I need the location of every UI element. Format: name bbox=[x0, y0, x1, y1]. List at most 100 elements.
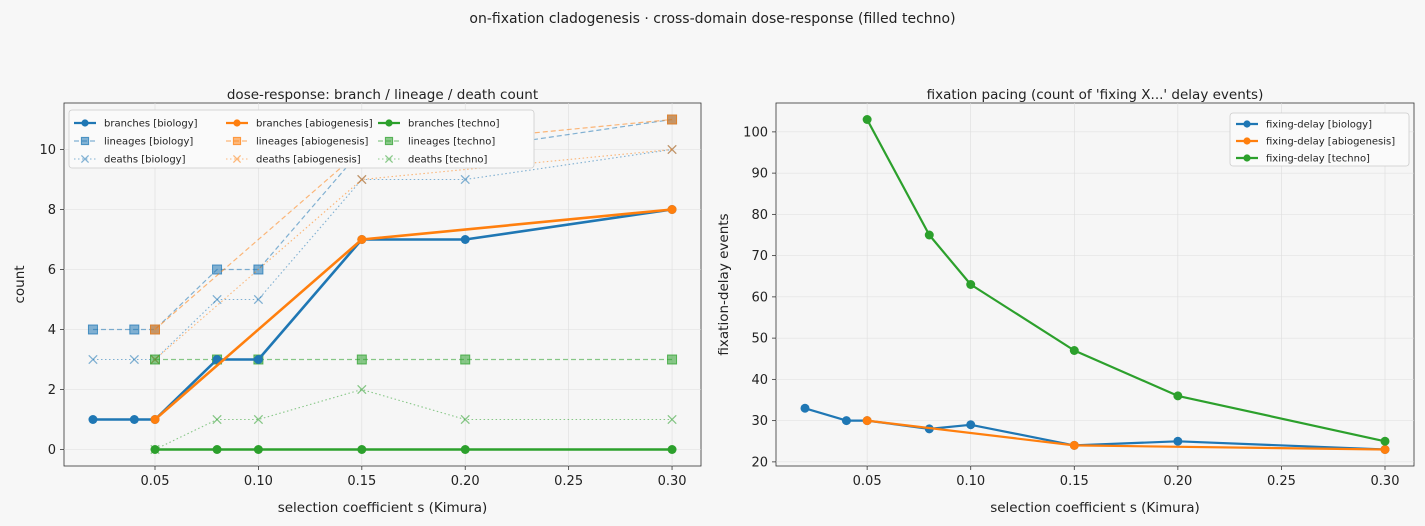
legend-label: lineages [biology] bbox=[104, 137, 193, 148]
series-line bbox=[93, 148, 673, 361]
y-tick-label: 50 bbox=[751, 332, 768, 347]
legend-frame bbox=[68, 109, 535, 169]
data-point bbox=[966, 420, 976, 430]
data-point bbox=[129, 354, 139, 365]
legend-marker bbox=[81, 119, 89, 127]
data-point bbox=[460, 445, 470, 454]
legend-label: lineages [abiogenesis] bbox=[256, 137, 369, 148]
legend-entry: deaths [biology] bbox=[74, 155, 186, 166]
panel-dose-response: 0.05 0.10 0.15 0.20 0.25 0.30 0 2 4 6 8 10 dose-res… bbox=[12, 87, 702, 516]
y-tick-label: 90 bbox=[751, 167, 768, 182]
data-point bbox=[667, 445, 677, 454]
x-tick-label: 0.25 bbox=[1267, 474, 1296, 489]
data-point bbox=[357, 174, 367, 185]
data-point bbox=[253, 445, 263, 454]
legend-label: lineages [techno] bbox=[408, 137, 495, 148]
x-tick-label: 0.15 bbox=[347, 474, 376, 489]
legend-marker bbox=[1243, 137, 1251, 145]
legend-entry: lineages [biology] bbox=[74, 137, 193, 148]
y-axis-label: fixation-delay events bbox=[716, 213, 732, 355]
data-point bbox=[212, 355, 222, 364]
legend-label: fixing-delay [abiogenesis] bbox=[1266, 137, 1395, 148]
x-tick-label: 0.15 bbox=[1060, 474, 1089, 489]
y-tick-label: 100 bbox=[743, 125, 768, 140]
data-point bbox=[212, 414, 222, 425]
data-point bbox=[150, 415, 160, 424]
chart-title: fixation pacing (count of 'fixing X...' … bbox=[927, 87, 1264, 103]
data-point bbox=[1069, 440, 1079, 450]
x-tick-label: 0.30 bbox=[1371, 474, 1400, 489]
data-point bbox=[966, 280, 976, 289]
legend-marker bbox=[233, 119, 241, 127]
data-point bbox=[357, 235, 367, 244]
legend-label: branches [techno] bbox=[408, 119, 500, 130]
data-point bbox=[1173, 436, 1183, 446]
y-tick-label: 70 bbox=[751, 249, 768, 264]
series-branches-abiogenesis bbox=[150, 205, 677, 424]
data-point bbox=[667, 114, 678, 125]
data-point bbox=[253, 355, 263, 364]
legend-entry: lineages [techno] bbox=[378, 137, 495, 148]
tick-layer: 0.05 0.10 0.15 0.20 0.25 0.30 20 30 40 50 60 70 80 90… bbox=[743, 125, 1399, 489]
legend-marker bbox=[80, 136, 90, 146]
x-tick-label: 0.20 bbox=[451, 474, 480, 489]
data-point bbox=[460, 235, 470, 244]
data-point bbox=[667, 354, 678, 365]
legend-entry: fixing-delay [biology] bbox=[1236, 120, 1372, 131]
legend-frame bbox=[1229, 112, 1410, 167]
data-point bbox=[1173, 391, 1183, 401]
data-point bbox=[129, 324, 140, 335]
data-point bbox=[460, 174, 470, 185]
legend-label: deaths [biology] bbox=[104, 155, 186, 166]
chart-title: dose-response: branch / lineage / death … bbox=[227, 87, 538, 103]
x-tick-label: 0.05 bbox=[853, 474, 882, 489]
legend-marker bbox=[232, 136, 242, 146]
data-point bbox=[88, 354, 98, 365]
legend-label: branches [abiogenesis] bbox=[256, 119, 373, 130]
legend-entry: deaths [abiogenesis] bbox=[226, 155, 361, 166]
x-axis-label: selection coefficient s (Kimura) bbox=[990, 500, 1200, 516]
data-point bbox=[1069, 346, 1079, 355]
data-point bbox=[841, 416, 851, 426]
legend-marker bbox=[1243, 120, 1251, 128]
x-tick-label: 0.30 bbox=[658, 474, 687, 489]
legend-marker bbox=[80, 154, 90, 164]
data-point bbox=[667, 144, 677, 155]
data-point bbox=[667, 205, 677, 214]
legend-entry: fixing-delay [techno] bbox=[1236, 154, 1370, 165]
legend-label: branches [biology] bbox=[104, 119, 198, 130]
legend: fixing-delay [biology] fixing-delay [abio… bbox=[1229, 112, 1410, 167]
data-point bbox=[212, 445, 222, 454]
data-point bbox=[253, 414, 264, 425]
data-point bbox=[800, 403, 810, 413]
y-tick-label: 10 bbox=[39, 143, 56, 158]
x-tick-label: 0.05 bbox=[141, 474, 170, 489]
y-tick-label: 6 bbox=[48, 263, 56, 278]
y-tick-label: 60 bbox=[751, 290, 768, 305]
data-point bbox=[667, 414, 677, 425]
data-point bbox=[460, 414, 470, 425]
y-tick-label: 0 bbox=[48, 443, 56, 458]
panel-fixation-pacing: 0.05 0.10 0.15 0.20 0.25 0.30 20 30 40 50 60 70 80 90… bbox=[716, 87, 1415, 516]
data-point bbox=[88, 415, 98, 424]
data-point bbox=[460, 354, 471, 365]
legend-label: fixing-delay [biology] bbox=[1266, 120, 1372, 131]
legend-label: fixing-delay [techno] bbox=[1266, 154, 1370, 165]
y-tick-label: 8 bbox=[48, 203, 56, 218]
data-point bbox=[150, 445, 160, 454]
y-axis-label: count bbox=[12, 265, 28, 303]
x-tick-label: 0.25 bbox=[554, 474, 583, 489]
legend-marker bbox=[232, 154, 242, 164]
series-layer bbox=[87, 114, 678, 455]
data-point bbox=[356, 354, 367, 365]
series-fixing-delay-abiogenesis bbox=[862, 416, 1390, 454]
y-tick-label: 80 bbox=[751, 208, 768, 223]
legend: branches [biology] lineages [biology] deat… bbox=[68, 109, 535, 169]
tick-layer: 0.05 0.10 0.15 0.20 0.25 0.30 0 2 4 6 8 10 bbox=[39, 143, 686, 489]
data-point bbox=[924, 230, 934, 240]
data-point bbox=[862, 115, 872, 124]
data-point bbox=[87, 324, 98, 335]
data-point bbox=[150, 354, 160, 365]
data-point bbox=[357, 445, 367, 454]
